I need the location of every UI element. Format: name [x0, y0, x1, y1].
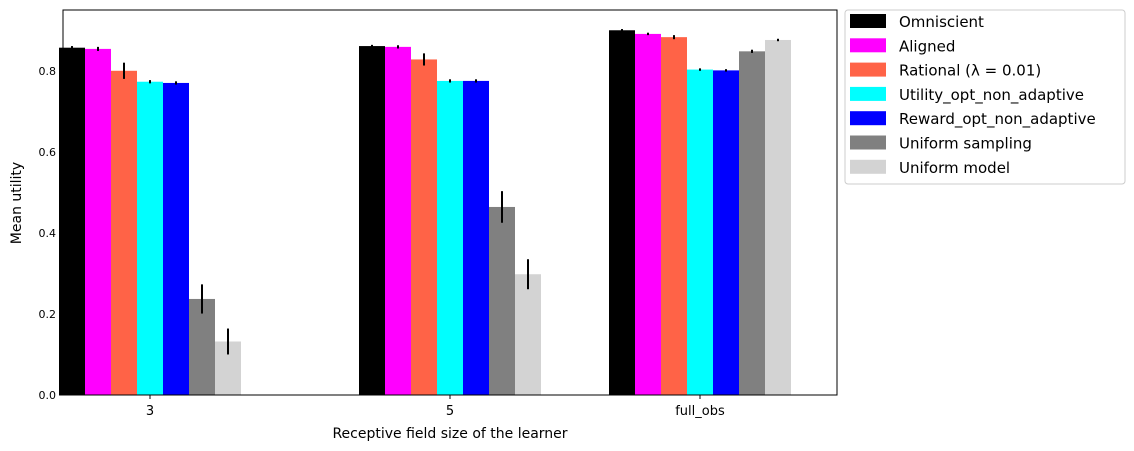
x-axis-ticks: 3 5 full_obs — [146, 395, 725, 419]
bar — [437, 80, 463, 395]
bar — [385, 46, 411, 396]
bar — [463, 80, 489, 395]
bar — [687, 69, 713, 396]
y-tick-label: 0.0 — [39, 389, 57, 402]
error-bars-layer — [71, 29, 779, 355]
bar — [137, 81, 163, 396]
bar — [111, 70, 137, 395]
bar — [635, 33, 661, 396]
legend-label: Reward_opt_non_adaptive — [899, 110, 1096, 129]
legend-label: Omniscient — [899, 13, 984, 31]
legend-frame — [844, 9, 1126, 185]
legend-swatch — [850, 86, 886, 101]
bar — [713, 70, 739, 395]
bar — [739, 51, 765, 395]
y-tick-label: 0.6 — [39, 146, 57, 159]
y-tick-label: 0.2 — [39, 308, 57, 321]
bar — [661, 37, 687, 396]
y-tick-label: 0.8 — [39, 65, 57, 78]
bar — [85, 48, 111, 395]
x-tick-label: 5 — [446, 404, 454, 419]
x-tick-label: 3 — [146, 404, 154, 419]
legend-label: Utility_opt_non_adaptive — [899, 86, 1084, 105]
y-axis-label: Mean utility — [9, 162, 25, 244]
legend-swatch — [850, 38, 886, 53]
bar — [411, 59, 437, 395]
y-axis-ticks: 0.0 0.2 0.4 0.6 0.8 — [39, 65, 63, 402]
bar — [765, 39, 791, 396]
legend-swatch — [850, 62, 886, 77]
x-axis-label: Receptive field size of the learner — [332, 426, 567, 442]
bar — [359, 46, 385, 395]
legend-label: Rational (λ = 0.01) — [899, 62, 1041, 80]
legend-label: Uniform sampling — [899, 135, 1032, 153]
legend: Omniscient Aligned Rational (λ = 0.01) Util… — [844, 9, 1126, 185]
legend-label: Aligned — [899, 37, 955, 55]
bar — [489, 206, 515, 395]
bar — [609, 30, 635, 396]
bar — [189, 298, 215, 395]
y-tick-label: 0.4 — [39, 227, 57, 240]
legend-swatch — [850, 111, 886, 126]
legend-label: Uniform model — [899, 159, 1010, 177]
legend-swatch — [850, 135, 886, 150]
bar — [515, 274, 541, 395]
bars-layer — [59, 30, 791, 396]
legend-swatch — [850, 14, 886, 28]
bar — [163, 82, 189, 396]
x-tick-label: full_obs — [675, 404, 725, 419]
legend-swatch — [850, 159, 886, 174]
